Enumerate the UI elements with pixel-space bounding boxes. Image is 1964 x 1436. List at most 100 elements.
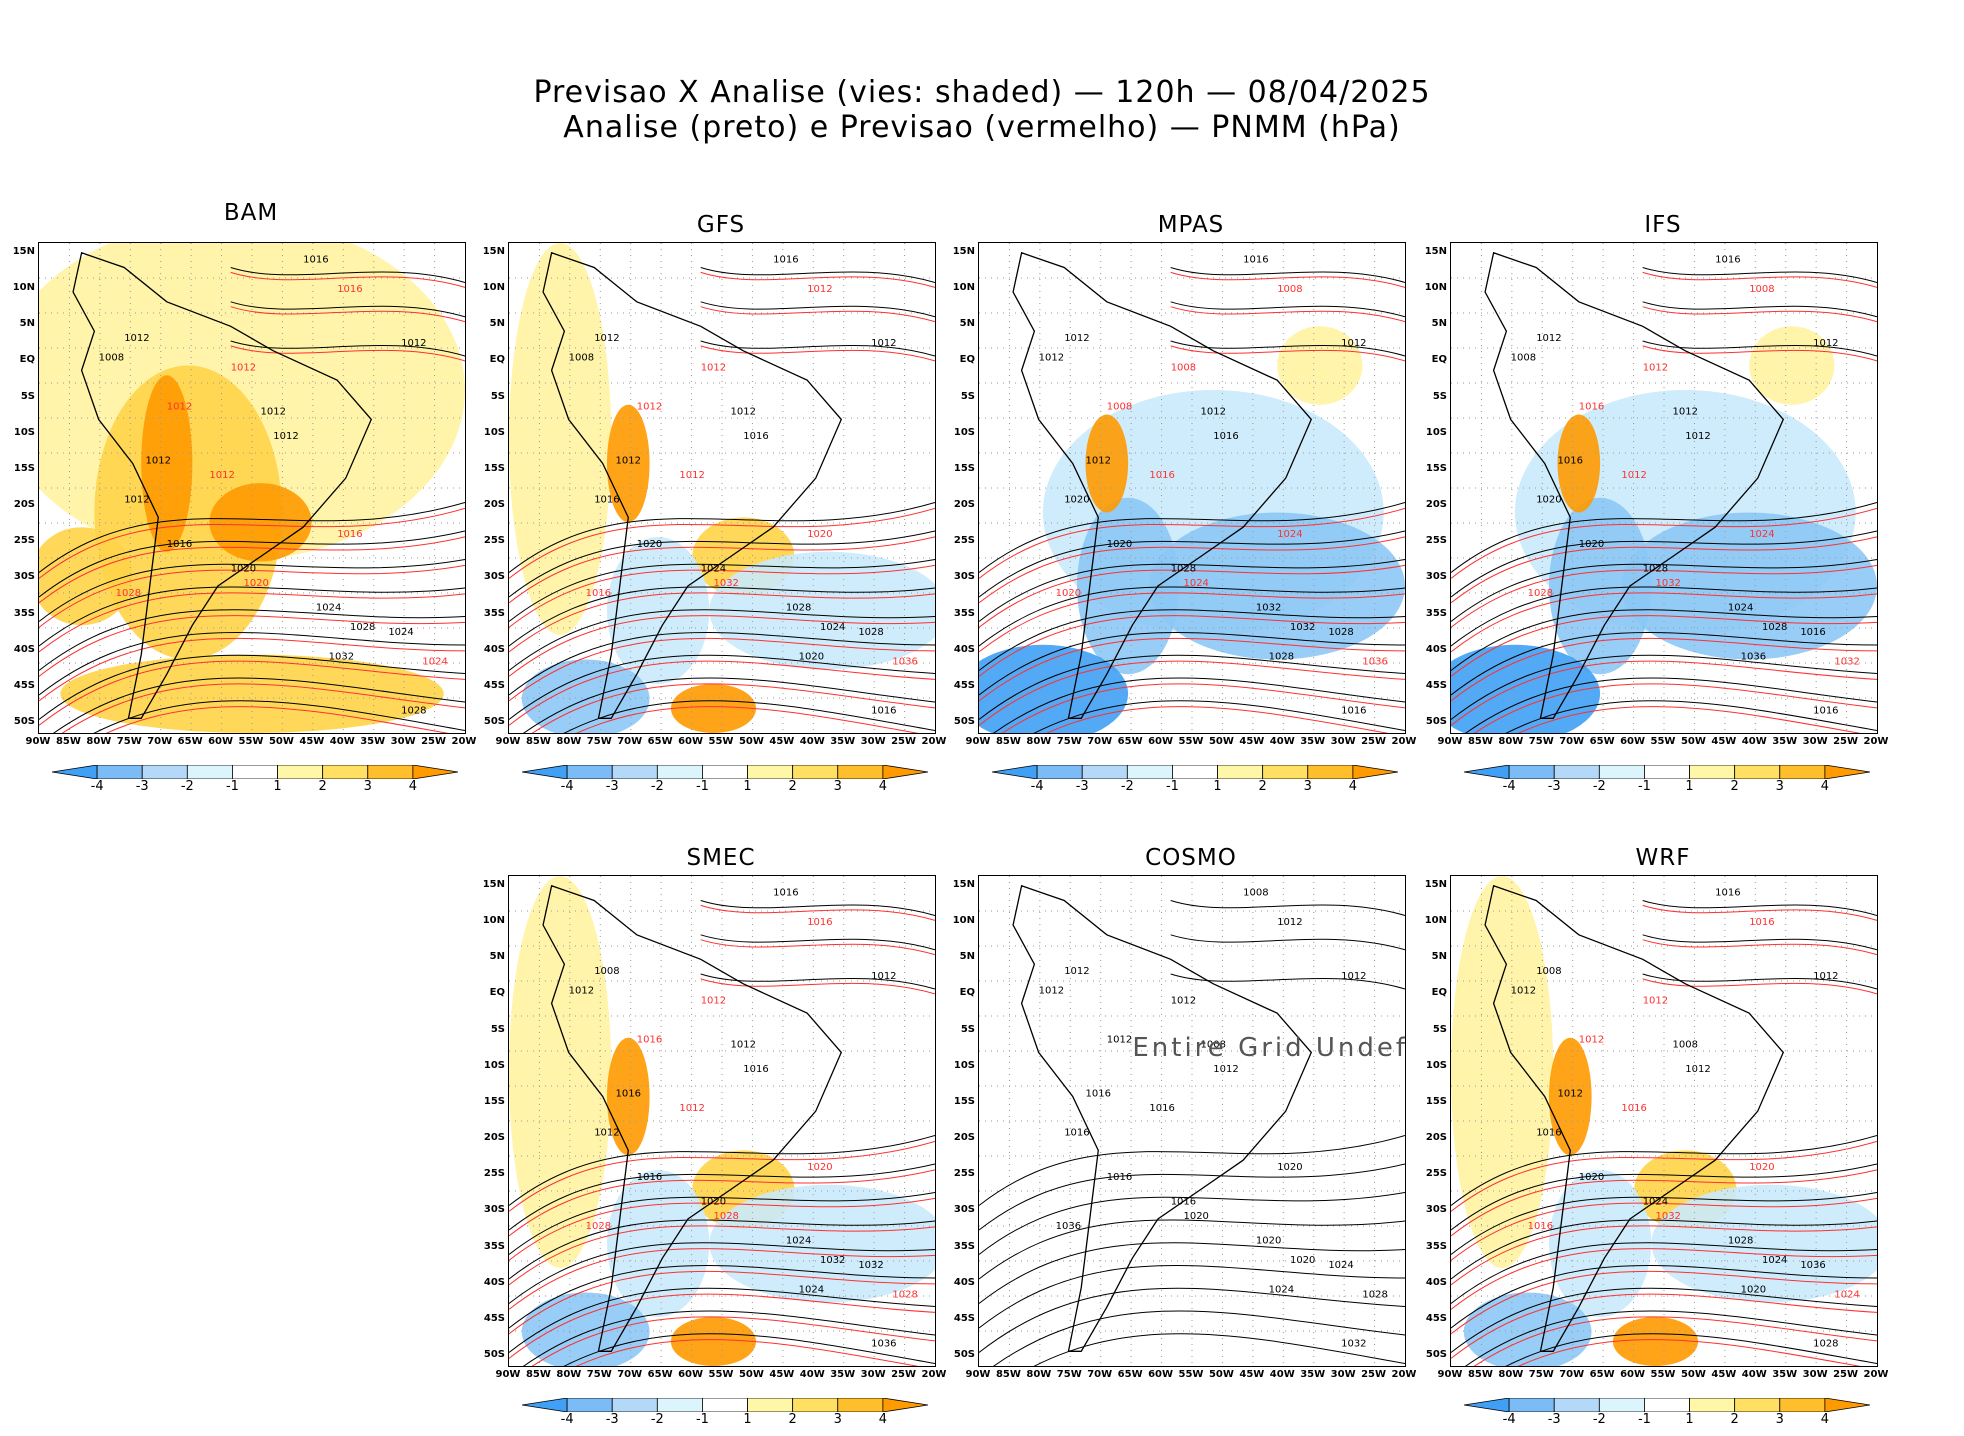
lat-tick-label: EQ	[959, 354, 975, 366]
isobar-label: 1020	[1107, 539, 1132, 550]
lat-tick-label: EQ	[489, 354, 505, 366]
forecast-isobar	[1001, 683, 1405, 733]
isobar-label: 1012	[1685, 431, 1710, 442]
lon-tick-label: 25W	[421, 736, 447, 747]
isobar-label: 1016	[1171, 1196, 1196, 1207]
lon-tick-label: 55W	[1178, 736, 1204, 747]
lat-tick-label: 10N	[1424, 282, 1447, 294]
lat-tick-label: 30S	[483, 571, 505, 583]
isobar-label: 1024	[1762, 1255, 1787, 1266]
isobar-label: 1020	[701, 1196, 726, 1207]
analysis-isobar	[1451, 559, 1877, 622]
lat-tick-label: 30S	[1425, 1204, 1447, 1216]
forecast-isobar	[1473, 1316, 1877, 1366]
colorbar-segment	[566, 764, 613, 780]
lon-tick-label: 90W	[495, 1369, 521, 1380]
isobar-label: 1016	[637, 1172, 662, 1183]
analysis-isobar	[979, 1287, 1405, 1353]
lat-tick-label: 10S	[953, 1059, 975, 1071]
analysis-isobar	[509, 1135, 935, 1206]
analysis-isobar	[39, 609, 465, 671]
forecast-isobar	[1045, 706, 1389, 733]
isobar-label: 1020	[799, 652, 824, 663]
bias-shading	[1548, 1170, 1652, 1317]
forecast-isobar	[39, 592, 465, 653]
lon-tick-label: 30W	[860, 736, 886, 747]
analysis-isobar	[509, 1242, 935, 1304]
colorbar-segment	[1553, 1397, 1600, 1413]
isobar-label: 1032	[858, 1260, 883, 1271]
map-area: 1016 1008 1012 1012 1012 1008 1012 1016 1012 1016…	[1450, 242, 1878, 734]
analysis-isobar	[523, 677, 935, 733]
isobar-label: 1016	[616, 1089, 641, 1100]
lat-tick-label: 10N	[1424, 915, 1447, 927]
lon-tick-label: 25W	[891, 736, 917, 747]
lat-tick-label: 35S	[13, 607, 35, 619]
forecast-isobar	[509, 615, 935, 677]
colorbar-segment	[1217, 764, 1264, 780]
analysis-isobar	[979, 1265, 1405, 1329]
lon-tick-label: 30W	[1802, 736, 1828, 747]
lat-tick-label: 40S	[1425, 643, 1447, 655]
colorbar-tick-label: -1	[1637, 779, 1651, 794]
bias-colorbar	[521, 764, 929, 783]
lon-tick-label: 90W	[965, 1369, 991, 1380]
lon-tick-label: 75W	[1056, 736, 1082, 747]
isobar-label: 1020	[1579, 539, 1604, 550]
continent-outline	[1012, 251, 1313, 719]
colorbar-segment	[367, 764, 414, 780]
lon-tick-label: 40W	[1269, 1369, 1295, 1380]
isobar-label: 1028	[1362, 1289, 1387, 1300]
lat-tick-label: 35S	[953, 1240, 975, 1252]
forecast-isobar	[1451, 1197, 1877, 1261]
analysis-isobar	[1451, 586, 1877, 647]
isobar-label: 1016	[743, 1064, 768, 1075]
lat-tick-label: 45S	[1425, 679, 1447, 691]
lat-tick-label: 50S	[13, 716, 35, 727]
isobar-label: 1020	[1183, 1211, 1208, 1222]
analysis-isobar	[979, 1163, 1405, 1231]
lat-tick-label: 5N	[489, 318, 505, 330]
lon-tick-label: 40W	[799, 1369, 825, 1380]
forecast-isobar	[509, 637, 935, 702]
bias-shading	[1451, 644, 1601, 733]
isobar-label: 1008	[1749, 284, 1774, 295]
isobar-label: 1012	[594, 333, 619, 344]
bias-shading	[606, 1037, 650, 1156]
colorbar-tick-label: 3	[1303, 779, 1312, 794]
lat-tick-label: 10S	[953, 426, 975, 438]
isobar-label: 1016	[303, 255, 328, 266]
isobar-label: 1012	[1643, 362, 1668, 373]
panel-title: COSMO	[1145, 845, 1237, 871]
analysis-isobar	[1642, 301, 1877, 318]
lat-tick-label: 15N	[12, 246, 35, 257]
forecast-isobar	[39, 637, 465, 702]
isobar-label: 1016	[743, 431, 768, 442]
lon-tick-label: 80W	[556, 1369, 582, 1380]
lon-tick-label: 25W	[891, 1369, 917, 1380]
analysis-isobar	[509, 609, 935, 671]
analysis-isobar	[1451, 1135, 1877, 1206]
lon-tick-label: 65W	[177, 736, 203, 747]
analysis-isobar	[509, 1265, 935, 1329]
panel-title: SMEC	[686, 845, 756, 871]
isobar-label: 1012	[701, 362, 726, 373]
analysis-isobar	[1505, 1333, 1877, 1366]
lon-tick-label: 85W	[1467, 1369, 1493, 1380]
lat-tick-label: 35S	[953, 607, 975, 619]
analysis-isobar	[1642, 900, 1877, 916]
isobar-label: 1016	[807, 917, 832, 928]
isobar-label: 1012	[616, 456, 641, 467]
colorbar-segment	[1779, 764, 1826, 780]
lon-tick-label: 75W	[586, 1369, 612, 1380]
isobar-label: 1012	[1558, 1089, 1583, 1100]
isobar-label: 1028	[1728, 1236, 1753, 1247]
lat-tick-label: 15S	[1425, 1095, 1447, 1107]
lat-tick-label: 5S	[960, 390, 975, 402]
lon-tick-label: 80W	[1026, 736, 1052, 747]
bias-shading	[1149, 512, 1405, 660]
isobar-label: 1012	[871, 338, 896, 349]
isobar-label: 1016	[586, 588, 611, 599]
lon-tick-label: 85W	[995, 736, 1021, 747]
lon-tick-label: 30W	[1330, 736, 1356, 747]
